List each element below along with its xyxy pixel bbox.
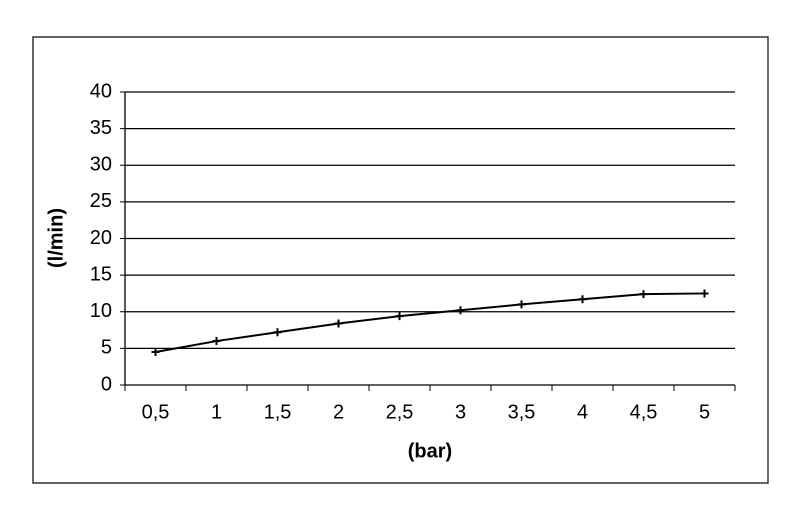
- y-tick-label: 0: [101, 373, 112, 395]
- x-axis-label: (bar): [408, 440, 452, 462]
- y-tick-label: 10: [90, 300, 112, 322]
- x-tick-label: 4,5: [630, 401, 658, 423]
- chart-frame: [32, 36, 769, 484]
- data-line: [155, 292, 705, 354]
- y-tick-label: 15: [90, 263, 112, 285]
- data-point: [395, 312, 404, 321]
- y-tick-label: 25: [90, 190, 112, 212]
- x-tick-label: 2,5: [386, 401, 414, 423]
- y-axis-label: (l/min): [45, 208, 67, 268]
- y-tick-label: 5: [101, 337, 112, 359]
- data-point: [700, 289, 709, 298]
- data-point: [517, 300, 526, 309]
- x-tick-label: 3: [455, 401, 466, 423]
- data-point: [212, 337, 221, 346]
- y-tick-label: 20: [90, 227, 112, 249]
- y-tick-label: 40: [90, 80, 112, 102]
- data-point: [151, 348, 160, 357]
- x-tick-label: 2: [333, 401, 344, 423]
- x-tick-label: 1: [211, 401, 222, 423]
- x-tick-label: 0,5: [142, 401, 170, 423]
- x-tick-label: 1,5: [264, 401, 292, 423]
- data-point: [273, 328, 282, 337]
- data-point: [578, 295, 587, 304]
- y-tick-label: 35: [90, 117, 112, 139]
- data-point: [334, 319, 343, 328]
- data-point: [639, 290, 648, 299]
- x-tick-label: 5: [699, 401, 710, 423]
- x-tick-label: 3,5: [508, 401, 536, 423]
- x-tick-label: 4: [577, 401, 588, 423]
- data-point: [456, 306, 465, 315]
- y-tick-label: 30: [90, 154, 112, 176]
